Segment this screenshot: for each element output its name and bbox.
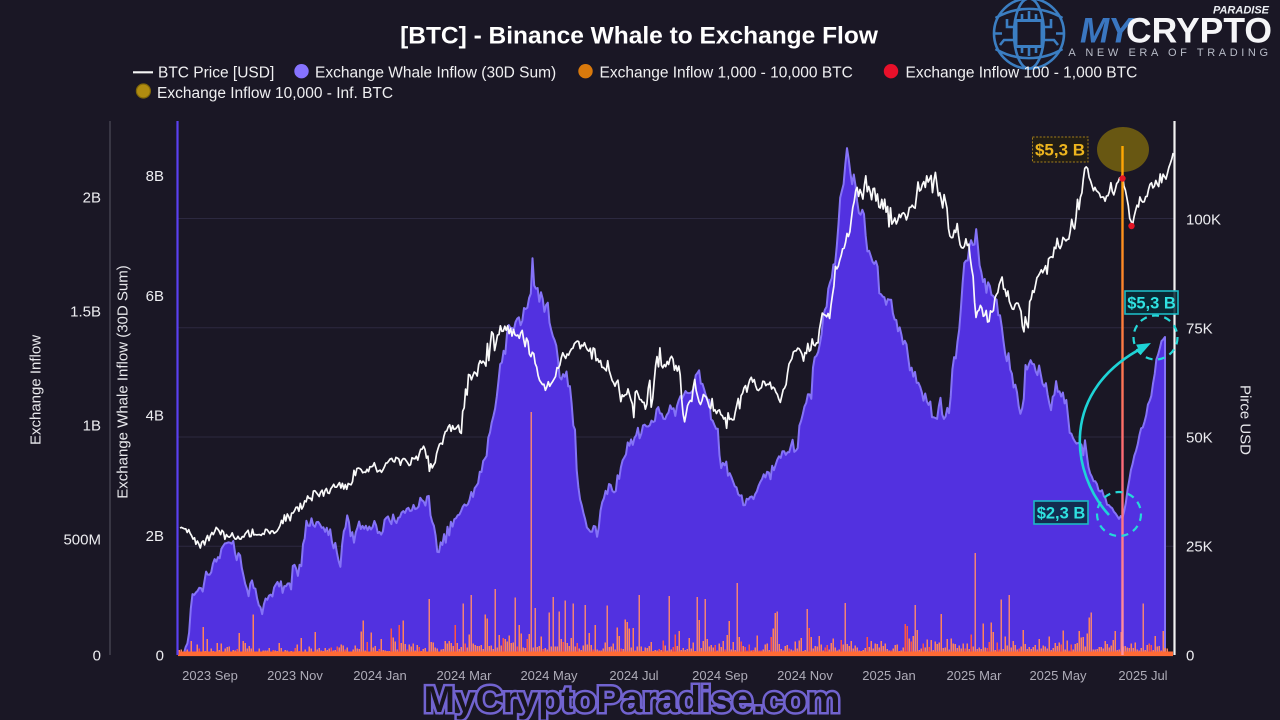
svg-text:Exchange Whale Inflow (30D Sum: Exchange Whale Inflow (30D Sum) bbox=[315, 65, 556, 82]
svg-text:Exchange Whale Inflow (30D Sum: Exchange Whale Inflow (30D Sum) bbox=[115, 265, 132, 498]
svg-text:2B: 2B bbox=[146, 528, 164, 545]
svg-text:2023 Sep: 2023 Sep bbox=[182, 668, 238, 683]
svg-text:0: 0 bbox=[156, 648, 164, 665]
svg-text:PARADISE: PARADISE bbox=[1213, 5, 1270, 17]
svg-text:MyCryptoParadise.com: MyCryptoParadise.com bbox=[424, 678, 841, 720]
svg-text:100K: 100K bbox=[1186, 212, 1221, 229]
svg-text:75K: 75K bbox=[1186, 321, 1213, 338]
svg-text:[BTC] - Binance Whale to Excha: [BTC] - Binance Whale to Exchange Flow bbox=[400, 23, 879, 50]
svg-text:CRYPTO: CRYPTO bbox=[1126, 11, 1272, 51]
svg-text:2B: 2B bbox=[83, 190, 101, 207]
svg-text:2024 Nov: 2024 Nov bbox=[777, 668, 833, 683]
svg-text:Exchange Inflow 1,000 - 10,000: Exchange Inflow 1,000 - 10,000 BTC bbox=[600, 65, 853, 82]
svg-text:BTC Price [USD]: BTC Price [USD] bbox=[158, 65, 274, 82]
svg-text:Exchange Inflow: Exchange Inflow bbox=[28, 335, 45, 445]
svg-text:Pirce USD: Pirce USD bbox=[1237, 385, 1254, 455]
svg-text:2025 Jan: 2025 Jan bbox=[862, 668, 916, 683]
svg-text:2025 Mar: 2025 Mar bbox=[947, 668, 1003, 683]
svg-text:$2,3 B: $2,3 B bbox=[1037, 505, 1086, 523]
svg-text:1.5B: 1.5B bbox=[70, 304, 101, 321]
svg-text:Exchange Inflow 100 - 1,000 BT: Exchange Inflow 100 - 1,000 BTC bbox=[906, 65, 1138, 82]
svg-text:2025 May: 2025 May bbox=[1029, 668, 1087, 683]
svg-text:2024 Sep: 2024 Sep bbox=[692, 668, 748, 683]
svg-text:50K: 50K bbox=[1186, 430, 1213, 447]
svg-text:2024 May: 2024 May bbox=[520, 668, 578, 683]
svg-text:A NEW ERA OF TRADING: A NEW ERA OF TRADING bbox=[1068, 47, 1271, 59]
svg-text:4B: 4B bbox=[146, 408, 164, 425]
svg-text:500M: 500M bbox=[63, 532, 101, 549]
svg-text:6B: 6B bbox=[146, 288, 164, 305]
svg-text:1B: 1B bbox=[83, 418, 101, 435]
svg-text:$5,3 B: $5,3 B bbox=[1127, 295, 1176, 313]
svg-text:2024 Jul: 2024 Jul bbox=[609, 668, 658, 683]
svg-text:0: 0 bbox=[93, 648, 101, 665]
svg-text:2024 Jan: 2024 Jan bbox=[353, 668, 407, 683]
svg-text:$5,3 B: $5,3 B bbox=[1035, 141, 1085, 160]
svg-text:8B: 8B bbox=[146, 168, 164, 185]
svg-text:MY: MY bbox=[1080, 12, 1134, 51]
svg-text:Exchange Inflow 10,000 - Inf.: Exchange Inflow 10,000 - Inf. BTC bbox=[157, 85, 393, 102]
svg-text:2024 Mar: 2024 Mar bbox=[437, 668, 493, 683]
svg-text:2023 Nov: 2023 Nov bbox=[267, 668, 323, 683]
svg-text:2025 Jul: 2025 Jul bbox=[1118, 668, 1167, 683]
svg-text:25K: 25K bbox=[1186, 539, 1213, 556]
svg-text:0: 0 bbox=[1186, 648, 1194, 665]
